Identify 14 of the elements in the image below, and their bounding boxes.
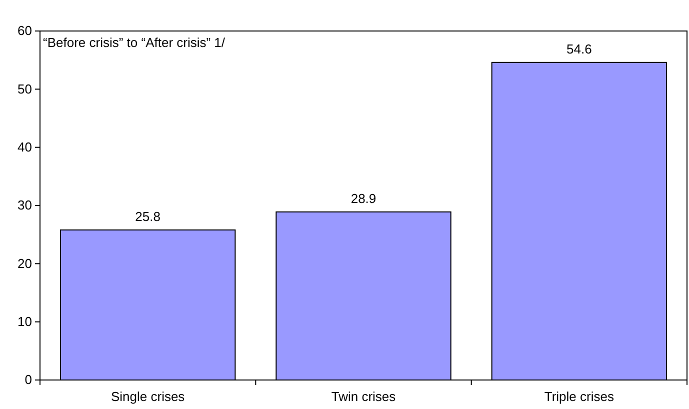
data-label: 28.9 xyxy=(350,190,376,206)
annotation: “Before crisis” to “After crisis” 1/ xyxy=(43,35,226,50)
data-label: 54.6 xyxy=(566,41,592,56)
y-tick-label: 30 xyxy=(18,198,32,213)
y-tick-label: 40 xyxy=(18,139,32,154)
y-tick-label: 0 xyxy=(24,372,32,388)
x-tick-label: Single crises xyxy=(110,389,186,404)
y-tick-label: 10 xyxy=(18,314,32,329)
x-tick-label: Twin crises xyxy=(331,389,396,404)
x-tick-label: Triple crises xyxy=(544,389,614,404)
y-tick-label: 60 xyxy=(18,23,32,38)
y-tick-label: 20 xyxy=(18,256,32,271)
data-label: 25.8 xyxy=(135,208,160,224)
y-tick-label: 50 xyxy=(18,81,32,96)
